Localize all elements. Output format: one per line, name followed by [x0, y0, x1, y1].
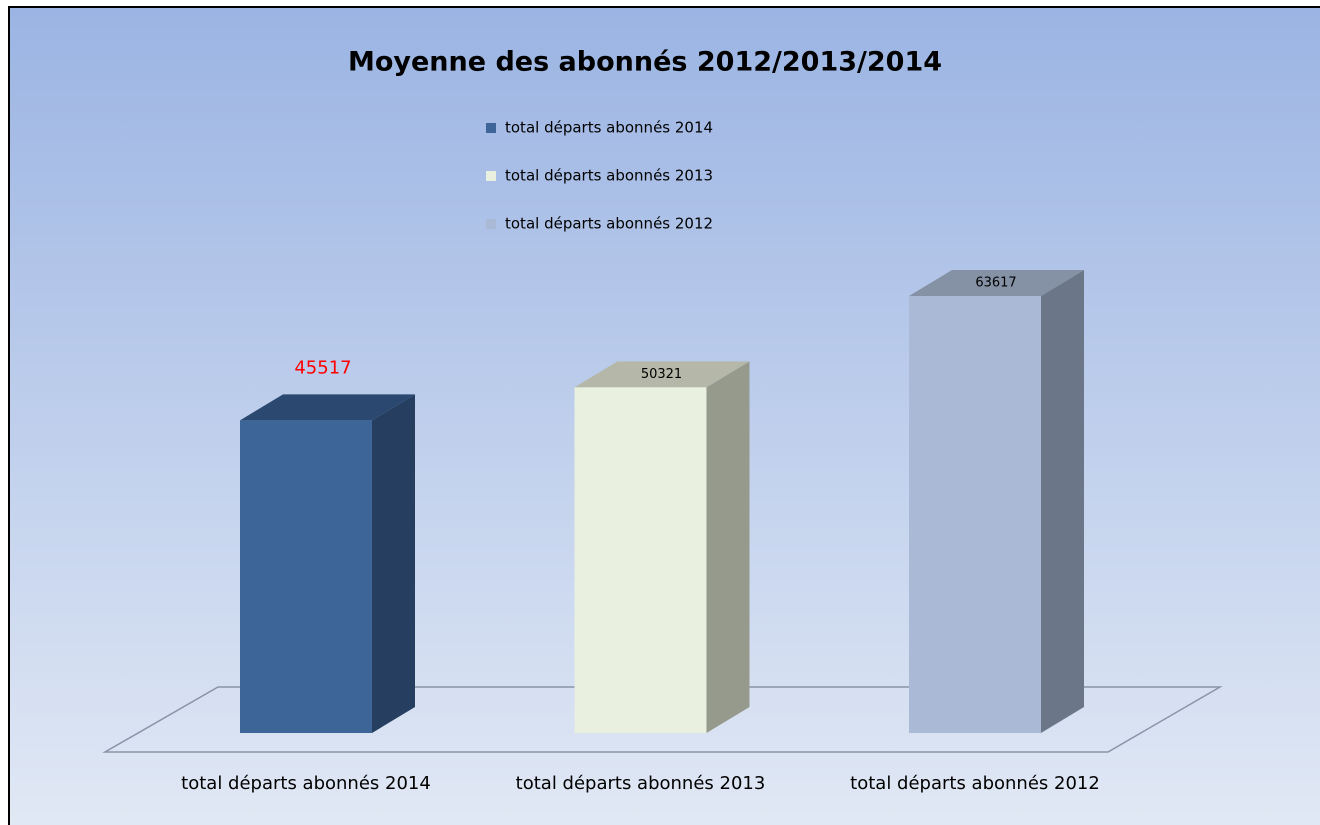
legend-swatch: [486, 219, 496, 229]
bar-side: [372, 394, 415, 733]
floor: [102, 686, 1223, 753]
data-label: 50321: [641, 367, 682, 382]
bar: [909, 296, 1041, 733]
legend-label: total départs abonnés 2014: [505, 119, 713, 137]
legend-label: total départs abonnés 2013: [505, 167, 713, 185]
x-tick-label: total départs abonnés 2013: [515, 773, 766, 794]
legend-swatch: [486, 171, 496, 181]
bar-top: [909, 270, 1084, 296]
x-tick-label: total départs abonnés 2014: [181, 773, 431, 794]
bar: [240, 420, 372, 733]
bar-side: [1041, 270, 1084, 733]
legend-label: total départs abonnés 2012: [505, 215, 713, 233]
x-tick-label: total départs abonnés 2012: [850, 773, 1100, 794]
legend-swatch: [486, 123, 496, 133]
bar: [574, 387, 707, 733]
bar-side: [706, 361, 750, 733]
bar-top: [240, 394, 415, 421]
data-label: 45517: [294, 357, 351, 378]
chart-title: Moyenne des abonnés 2012/2013/2014: [348, 47, 942, 78]
bar-top: [574, 361, 750, 388]
data-label: 63617: [975, 276, 1016, 291]
